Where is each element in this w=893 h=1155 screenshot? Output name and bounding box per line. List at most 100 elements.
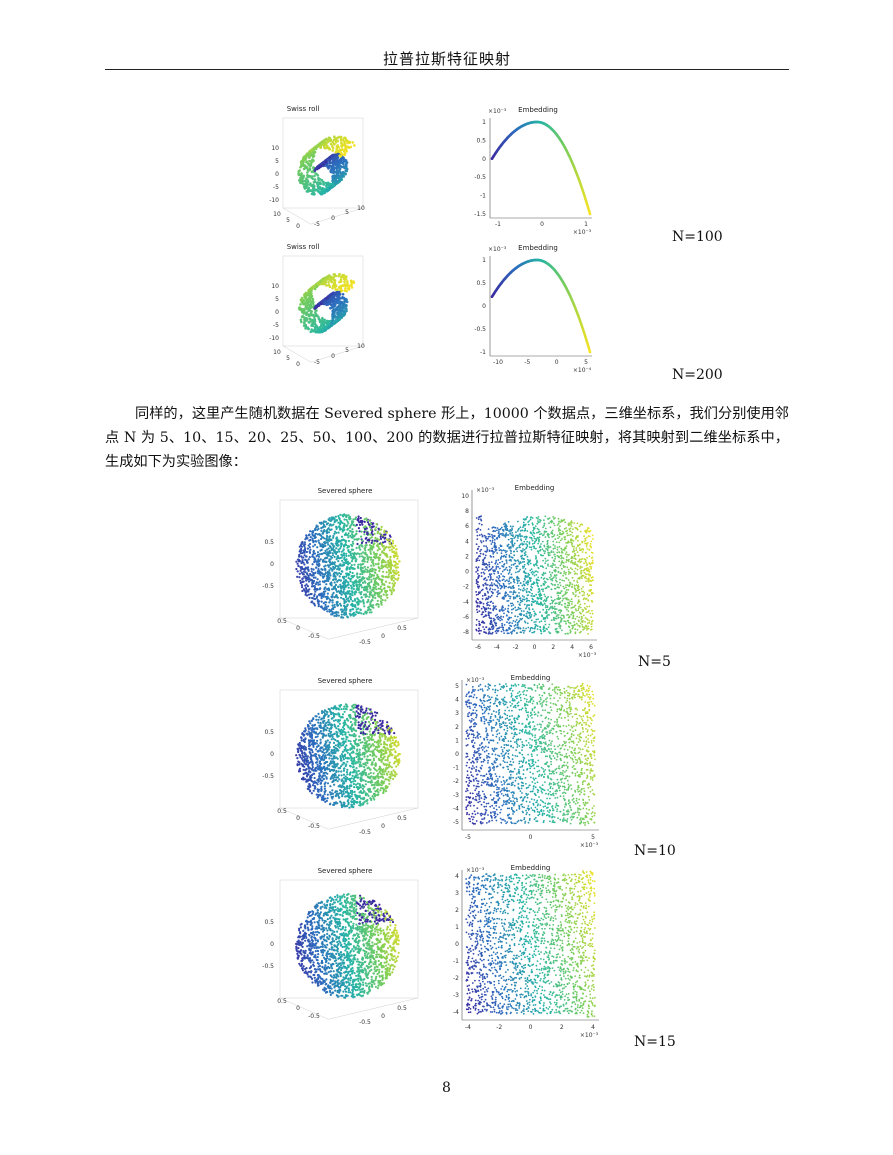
embedding-points	[465, 682, 596, 826]
embedding-xtick: -5	[524, 359, 530, 366]
swiss-xtick: 10	[273, 349, 281, 356]
swiss-roll-figure: Swiss roll 10 5 0 -5 -10 10 5 0 -5 0 5 10 Embedding ×1…	[255, 100, 605, 380]
sphere-xtick: 0.5	[397, 1005, 407, 1012]
embedding-y-exponent: ×10⁻³	[466, 677, 485, 684]
embedding-ytick: 8	[465, 508, 469, 515]
embedding-points	[465, 870, 596, 1018]
body-paragraph: 同样的，这里产生随机数据在 Severed sphere 形上，10000 个数…	[105, 402, 789, 474]
axis-box	[282, 255, 364, 363]
swiss-xtick: 5	[345, 209, 349, 216]
swiss-label-n100: N=100	[672, 229, 723, 245]
embedding-points	[475, 515, 594, 635]
sphere-row-2: Severed sphere 0.5 0 -0.5 0.5 0 -0.5 -0.5 0 0.5 Em…	[262, 674, 599, 849]
severed-sphere-panels: Severed sphere 0.5 0 -0.5 0.5 0 -0.5 -0.5 0 0.5 Em…	[262, 484, 599, 1039]
embedding-x-exponent: ×10⁻³	[578, 652, 597, 659]
swiss-label-n200: N=200	[672, 367, 723, 383]
embedding-axes	[489, 256, 592, 357]
swiss-ytick: -5	[273, 184, 279, 191]
embedding-xtick: 0	[533, 644, 537, 651]
embedding-xtick: -1	[495, 221, 501, 228]
swiss-ytick: 10	[271, 283, 279, 290]
embedding-xtick: 6	[589, 644, 593, 651]
swiss-xtick: -5	[314, 359, 320, 366]
sphere-ytick: 0.5	[264, 729, 274, 736]
severed-sphere-figure: Severed sphere 0.5 0 -0.5 0.5 0 -0.5 -0.5 0 0.5 Em…	[250, 478, 630, 1053]
sphere-row-1: Severed sphere 0.5 0 -0.5 0.5 0 -0.5 -0.5 0 0.5 Em…	[262, 484, 597, 659]
embedding-ytick: 0	[455, 751, 459, 758]
embedding-ytick: -6	[463, 614, 469, 621]
running-header: 拉普拉斯特征映射	[382, 50, 511, 68]
embedding-ytick: 4	[465, 538, 469, 545]
embedding-ytick: -0.5	[474, 174, 486, 181]
sphere-xtick: -0.5	[308, 633, 320, 640]
sphere-xtick: 0.5	[277, 998, 287, 1005]
embedding-xtick: 0	[540, 221, 544, 228]
embedding-ytick: 1	[455, 737, 459, 744]
embedding-ytick: -2	[453, 975, 459, 982]
embedding-y-exponent: ×10⁻³	[466, 867, 485, 874]
sphere-label-n15: N=15	[634, 1034, 676, 1050]
embedding-ytick: -1	[453, 765, 459, 772]
sphere-ytick: 0	[270, 561, 274, 568]
embedding-xtick: -2	[496, 1024, 502, 1031]
sphere-points	[295, 892, 400, 999]
swiss-ytick: 10	[271, 145, 279, 152]
embedding-xtick: 0	[555, 359, 559, 366]
sphere-xtick: 0	[296, 1005, 300, 1012]
embedding-ytick: 0.5	[476, 137, 486, 144]
sphere-ytick: -0.5	[262, 963, 274, 970]
embedding-ytick: 4	[455, 873, 459, 880]
embedding-xtick: -2	[513, 644, 519, 651]
swiss-ytick: -10	[269, 335, 279, 342]
embedding-x-exponent: ×10⁻⁴	[573, 367, 592, 374]
sphere-ytick: 0	[270, 941, 274, 948]
sphere-xtick: 0	[296, 625, 300, 632]
swiss-xtick: 10	[357, 343, 365, 350]
embedding-ytick: -1.5	[474, 211, 486, 218]
embedding-ytick: 0	[455, 941, 459, 948]
swiss-ytick: 0	[275, 309, 279, 316]
severed-sphere-title: Severed sphere	[318, 867, 373, 875]
sphere-xtick: 0.5	[277, 808, 287, 815]
sphere-xtick: 0	[296, 815, 300, 822]
embedding-ytick: -0.5	[474, 326, 486, 333]
sphere-xtick: -0.5	[359, 1019, 371, 1026]
embedding-ytick: 1	[482, 119, 486, 126]
embedding-ytick: -1	[480, 349, 486, 356]
embedding-xtick: 2	[551, 644, 555, 651]
swiss-xtick: 0	[296, 361, 300, 368]
sphere-xtick: -0.5	[359, 639, 371, 646]
embedding-xtick: 4	[591, 1024, 595, 1031]
embedding-ytick: -1	[480, 193, 486, 200]
embedding-ytick: 6	[465, 523, 469, 530]
embedding-xtick: 0	[529, 834, 533, 841]
embedding-y-exponent: ×10⁻³	[488, 246, 507, 253]
swiss-xtick: 0	[296, 223, 300, 230]
swiss-xtick: 5	[286, 217, 290, 224]
page-number: 8	[442, 1080, 451, 1096]
embedding-xtick: -10	[493, 359, 503, 366]
embedding-ytick: 0.5	[476, 280, 486, 287]
swiss-xtick: 0	[331, 215, 335, 222]
embedding-x-exponent: ×10⁻³	[573, 229, 592, 236]
swiss-ytick: 5	[275, 296, 279, 303]
embedding-curve-points	[490, 258, 592, 354]
embedding-x-exponent: ×10⁻³	[580, 842, 599, 849]
sphere-row-3: Severed sphere 0.5 0 -0.5 0.5 0 -0.5 -0.5 0 0.5 Em…	[262, 864, 599, 1039]
swiss-roll-title: Swiss roll	[287, 243, 320, 251]
sphere-xtick: 0	[381, 1013, 385, 1020]
sphere-ytick: 0.5	[264, 919, 274, 926]
embedding-title: Embedding	[511, 674, 551, 682]
sphere-ytick: 0	[270, 751, 274, 758]
embedding-xtick: 5	[591, 834, 595, 841]
swiss-ytick: -10	[269, 197, 279, 204]
embedding-title: Embedding	[518, 244, 558, 252]
embedding-ytick: -2	[453, 778, 459, 785]
swiss-roll-points	[298, 272, 356, 334]
axis-box	[279, 879, 419, 1020]
embedding-title: Embedding	[518, 106, 558, 114]
embedding-xtick: 0	[529, 1024, 533, 1031]
paragraph-text: 同样的，这里产生随机数据在 Severed sphere 形上，10000 个数…	[105, 406, 789, 470]
embedding-ytick: 10	[461, 493, 469, 500]
